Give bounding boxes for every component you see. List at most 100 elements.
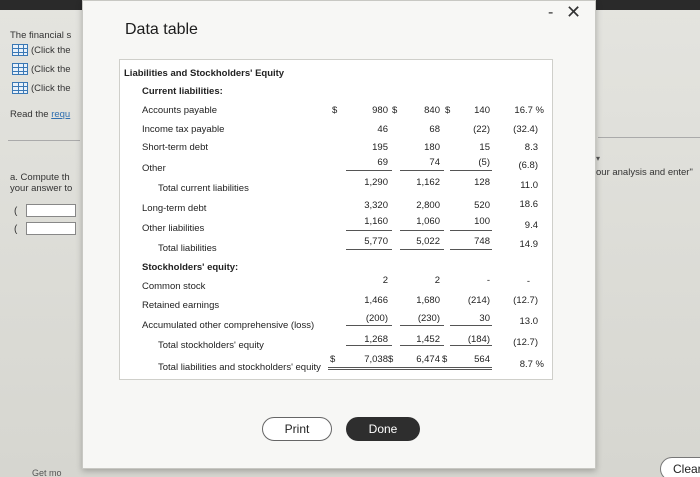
- click-link-label: (Click the: [31, 82, 71, 94]
- value-cell: -: [486, 275, 490, 286]
- value-cell: (214): [467, 295, 490, 306]
- section-title: Liabilities and Stockholders' Equity: [124, 68, 285, 79]
- value-cell: 520: [474, 200, 490, 211]
- table-grid-icon: [12, 63, 28, 75]
- value-cell: 2: [382, 275, 388, 286]
- double-underline: [328, 367, 392, 370]
- percent-cell: 18.6: [519, 199, 539, 210]
- divider-right: [598, 137, 700, 138]
- value-cell: 180: [424, 142, 440, 153]
- percent-cell: 11.0: [520, 180, 538, 191]
- value-cell: 69: [377, 157, 388, 168]
- close-icon[interactable]: ✕: [566, 2, 582, 22]
- underline: [450, 249, 492, 250]
- value-cell: 100: [474, 216, 490, 227]
- value-cell: 5,770: [364, 236, 388, 247]
- minimize-icon[interactable]: -: [548, 4, 554, 21]
- underline: [346, 345, 392, 346]
- instruction-right-text: our analysis and enter": [596, 167, 693, 178]
- answer-input-1[interactable]: [26, 204, 76, 217]
- row-label: Other liabilities: [142, 223, 205, 234]
- compute-instruction-2: your answer to: [10, 183, 73, 194]
- answer-input-2[interactable]: [26, 222, 76, 235]
- underline: [450, 170, 492, 171]
- current-liabilities-heading: Current liabilities:: [142, 86, 223, 97]
- row-label: Income tax payable: [142, 124, 225, 135]
- row-label: Other: [142, 163, 166, 174]
- value-cell: 30: [479, 313, 490, 324]
- underline: [400, 249, 444, 250]
- row-label: Accumulated other comprehensive (loss): [142, 320, 315, 331]
- row-label: Accounts payable: [142, 105, 217, 116]
- click-link-row-1[interactable]: (Click the: [12, 44, 71, 56]
- percent-cell: (6.8): [518, 160, 538, 171]
- row-label: Total stockholders' equity: [158, 340, 264, 351]
- value-cell: 46: [377, 124, 388, 135]
- double-underline: [444, 367, 492, 370]
- row-label: Short-term debt: [142, 142, 208, 153]
- stockholders-equity-heading: Stockholders' equity:: [142, 262, 239, 273]
- value-cell: 6,474: [416, 354, 440, 365]
- done-button[interactable]: Done: [346, 417, 420, 441]
- value-cell: 140: [474, 105, 490, 116]
- underline: [450, 345, 492, 346]
- value-cell: 7,038: [364, 354, 388, 365]
- underline: [400, 345, 444, 346]
- value-cell: 1,466: [364, 295, 388, 306]
- value-cell: 5,022: [416, 236, 440, 247]
- click-link-row-3[interactable]: (Click the: [12, 82, 71, 94]
- value-cell: 1,160: [364, 216, 388, 227]
- data-table: Liabilities and Stockholders' Equity Cur…: [119, 59, 553, 380]
- value-cell: (22): [473, 124, 490, 135]
- requirements-link[interactable]: requ: [51, 109, 71, 120]
- value-cell: 195: [372, 142, 388, 153]
- paren-label: (: [14, 224, 18, 235]
- value-cell: 15: [479, 142, 490, 153]
- value-cell: 1,290: [364, 177, 388, 188]
- modal-title: Data table: [125, 21, 198, 38]
- percent-cell: 16.7 %: [514, 105, 544, 116]
- value-cell: 840: [424, 105, 440, 116]
- value-cell: 3,320: [364, 200, 388, 211]
- percent-cell: 13.0: [519, 316, 539, 327]
- dollar-sign: $: [392, 105, 398, 116]
- row-label: Total liabilities and stockholders' equi…: [158, 362, 321, 373]
- row-label: Retained earnings: [142, 300, 220, 311]
- value-cell: 74: [429, 157, 440, 168]
- read-prefix: Read the: [10, 109, 52, 120]
- value-cell: 1,060: [416, 216, 440, 227]
- double-underline: [390, 367, 444, 370]
- percent-cell: 8.7 %: [519, 359, 544, 370]
- click-link-label: (Click the: [31, 44, 71, 56]
- row-label: Total liabilities: [158, 243, 217, 254]
- caret-icon: ▾: [596, 154, 601, 163]
- underline: [400, 170, 444, 171]
- dollar-sign: $: [332, 105, 338, 116]
- value-cell: 2,800: [416, 200, 440, 211]
- underline: [346, 230, 392, 231]
- clear-button[interactable]: Clear: [660, 457, 700, 477]
- value-cell: 564: [474, 354, 490, 365]
- value-cell: (200): [365, 313, 388, 324]
- dollar-sign: $: [330, 354, 336, 365]
- click-link-label: (Click the: [31, 63, 71, 75]
- print-button[interactable]: Print: [262, 417, 332, 441]
- value-cell: 68: [429, 124, 440, 135]
- table-grid-icon: [12, 82, 28, 94]
- value-cell: 1,268: [364, 334, 388, 345]
- value-cell: 128: [474, 177, 490, 188]
- value-cell: 748: [474, 236, 490, 247]
- value-cell: 1,680: [416, 295, 440, 306]
- percent-cell: 9.4: [524, 220, 538, 231]
- click-link-row-2[interactable]: (Click the: [12, 63, 71, 75]
- percent-cell: (12.7): [513, 337, 538, 348]
- paren-label: (: [14, 206, 18, 217]
- percent-cell: (32.4): [513, 124, 538, 135]
- dollar-sign: $: [445, 105, 451, 116]
- value-cell: (184): [467, 334, 490, 345]
- value-cell: (5): [478, 157, 490, 168]
- compute-instruction-1: a. Compute th: [10, 172, 70, 183]
- row-label: Common stock: [142, 281, 206, 292]
- underline: [450, 230, 492, 231]
- dollar-sign: $: [442, 354, 448, 365]
